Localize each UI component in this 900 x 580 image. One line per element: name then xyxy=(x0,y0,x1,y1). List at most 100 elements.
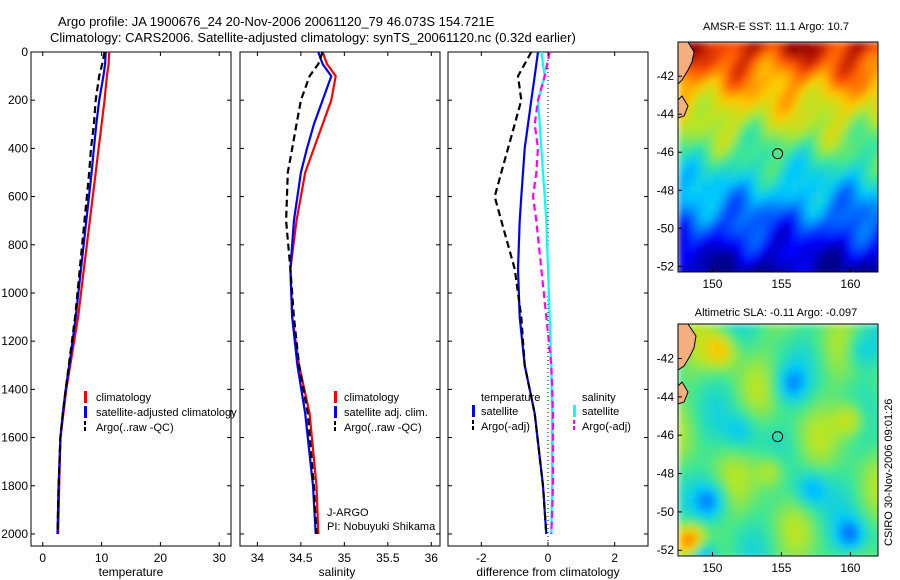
map-cell xyxy=(834,444,841,451)
map-cell xyxy=(696,156,703,163)
map-cell xyxy=(870,366,877,373)
map-cell xyxy=(738,402,745,409)
map-cell xyxy=(744,546,751,553)
map-cell xyxy=(870,474,877,481)
map-cell xyxy=(684,444,691,451)
map-cell xyxy=(708,126,715,133)
map-cell xyxy=(690,150,697,157)
map-cell xyxy=(726,492,733,499)
salinity-axes xyxy=(239,51,441,547)
map-cell xyxy=(846,246,853,253)
map-cell xyxy=(804,516,811,523)
map-cell xyxy=(678,438,685,445)
map-cell xyxy=(744,504,751,511)
map-cell xyxy=(816,546,823,553)
map-cell xyxy=(690,180,697,187)
map-cell xyxy=(708,90,715,97)
map-cell xyxy=(690,144,697,151)
map-cell xyxy=(804,324,811,331)
map-cell xyxy=(870,264,877,271)
map-cell xyxy=(804,486,811,493)
map-cell xyxy=(816,108,823,115)
map-cell xyxy=(858,192,865,199)
map-cell xyxy=(750,546,757,553)
map-cell xyxy=(846,60,853,67)
map-cell xyxy=(720,510,727,517)
map-cell xyxy=(858,390,865,397)
map-cell xyxy=(852,126,859,133)
map-cell xyxy=(792,204,799,211)
map-cell xyxy=(720,198,727,205)
map-cell xyxy=(864,108,871,115)
map-cell xyxy=(804,402,811,409)
map-cell xyxy=(696,492,703,499)
x-tick-label: 150 xyxy=(702,561,722,575)
map-cell xyxy=(804,510,811,517)
y-tick-label: -42 xyxy=(657,69,675,83)
map-cell xyxy=(810,450,817,457)
map-cell xyxy=(840,270,847,272)
map-cell xyxy=(696,180,703,187)
map-cell xyxy=(804,396,811,403)
map-cell xyxy=(810,156,817,163)
map-cell xyxy=(816,396,823,403)
map-cell xyxy=(690,162,697,169)
map-cell xyxy=(744,198,751,205)
map-cell xyxy=(708,396,715,403)
map-cell xyxy=(780,90,787,97)
map-cell xyxy=(726,504,733,511)
map-cell xyxy=(732,168,739,175)
map-cell xyxy=(702,330,709,337)
map-cell xyxy=(840,426,847,433)
map-cell xyxy=(744,216,751,223)
map-cell xyxy=(792,468,799,475)
map-cell xyxy=(738,210,745,217)
map-cell xyxy=(810,498,817,505)
map-cell xyxy=(870,90,877,97)
map-cell xyxy=(828,186,835,193)
map-cell xyxy=(762,522,769,529)
map-cell xyxy=(732,330,739,337)
map-cell xyxy=(774,516,781,523)
map-cell xyxy=(810,516,817,523)
map-cell xyxy=(708,144,715,151)
map-cell xyxy=(870,270,877,272)
map-cell xyxy=(774,492,781,499)
map-cell xyxy=(804,114,811,121)
map-cell xyxy=(810,192,817,199)
map-cell xyxy=(750,378,757,385)
map-cell xyxy=(708,132,715,139)
map-cell xyxy=(864,150,871,157)
map-cell xyxy=(840,324,847,331)
map-cell xyxy=(870,360,877,367)
map-cell xyxy=(768,204,775,211)
map-cell xyxy=(870,192,877,199)
map-cell xyxy=(774,120,781,127)
map-cell xyxy=(864,552,871,556)
map-cell xyxy=(756,270,763,272)
map-cell xyxy=(726,258,733,265)
map-cell xyxy=(846,108,853,115)
map-cell xyxy=(852,390,859,397)
x-tick-label: 30 xyxy=(213,551,227,565)
map-cell xyxy=(792,360,799,367)
map-cell xyxy=(744,528,751,535)
map-cell xyxy=(876,54,878,61)
map-cell xyxy=(816,162,823,169)
map-cell xyxy=(810,216,817,223)
map-cell xyxy=(852,468,859,475)
map-cell xyxy=(858,438,865,445)
map-cell xyxy=(732,42,739,49)
map-cell xyxy=(768,120,775,127)
map-cell xyxy=(864,474,871,481)
map-cell xyxy=(834,456,841,463)
map-cell xyxy=(732,258,739,265)
map-cell xyxy=(702,102,709,109)
map-cell xyxy=(780,132,787,139)
map-cell xyxy=(846,156,853,163)
map-cell xyxy=(756,66,763,73)
map-cell xyxy=(798,552,805,556)
map-cell xyxy=(846,516,853,523)
map-cell xyxy=(798,114,805,121)
map-cell xyxy=(798,498,805,505)
